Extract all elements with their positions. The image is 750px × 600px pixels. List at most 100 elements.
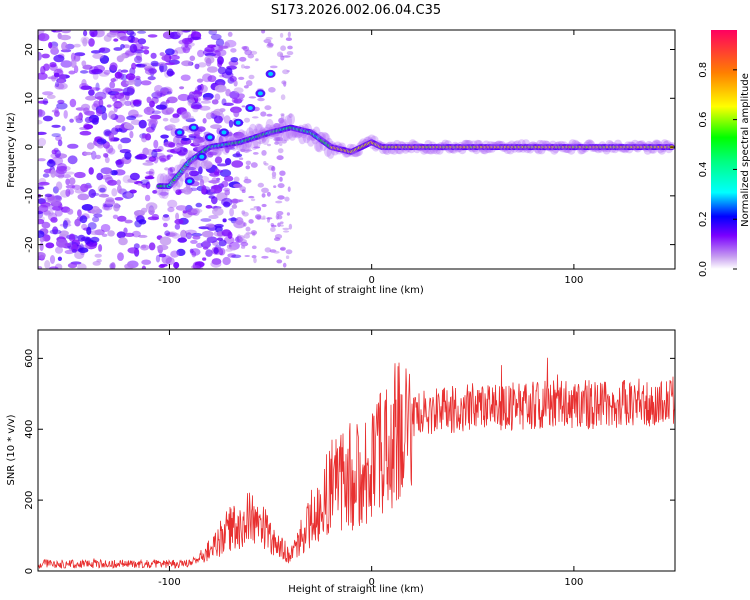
noise-blob (44, 193, 53, 198)
noise-blob (74, 250, 85, 260)
noise-blob (276, 51, 284, 58)
noise-blob (218, 239, 227, 247)
y-tick-label: 200 (24, 491, 35, 510)
noise-blob (41, 53, 50, 59)
noise-blob (191, 232, 203, 237)
noise-blob (61, 41, 68, 51)
noise-blob (167, 167, 173, 176)
noise-blob (141, 265, 147, 269)
noise-blob (257, 97, 265, 102)
noise-blob (227, 31, 233, 37)
noise-blob (202, 97, 212, 101)
noise-blob (150, 60, 159, 67)
noise-blob (60, 60, 73, 68)
noise-blob (129, 172, 140, 181)
noise-blob (93, 65, 105, 73)
noise-blob (240, 241, 249, 247)
noise-blob (277, 148, 284, 154)
noise-blob (273, 123, 281, 128)
noise-blob (158, 155, 170, 162)
snr-frame (37, 329, 676, 572)
noise-blob (77, 263, 87, 269)
noise-blob (253, 146, 261, 149)
noise-blob (114, 125, 123, 129)
noise-blob (282, 227, 290, 231)
ridge-halo (306, 134, 315, 147)
noise-blob (280, 45, 286, 51)
noise-blob (285, 37, 292, 41)
noise-blob (113, 202, 120, 212)
noise-blob (201, 230, 214, 238)
noise-blob (68, 70, 76, 75)
noise-blob (231, 97, 239, 104)
noise-blob (106, 32, 117, 38)
noise-blob (38, 51, 42, 61)
noise-blob (96, 96, 104, 100)
noise-blob (121, 69, 129, 73)
noise-blob (229, 246, 238, 251)
noise-blob (196, 126, 206, 132)
noise-blob (288, 223, 293, 230)
noise-blob (152, 190, 158, 194)
noise-blob (92, 261, 101, 266)
noise-blob (43, 63, 50, 71)
arm-core (268, 71, 274, 76)
noise-blob (182, 186, 193, 195)
noise-blob (257, 182, 264, 188)
noise-blob (100, 224, 111, 232)
noise-blob (100, 174, 113, 180)
ridge-halo (241, 140, 250, 153)
noise-blob (78, 247, 89, 253)
noise-blob (261, 255, 269, 259)
spectrogram-marks (38, 30, 675, 269)
noise-blob (253, 257, 257, 264)
noise-blob (65, 188, 71, 197)
noise-blob (276, 137, 284, 142)
noise-blob (238, 235, 245, 241)
noise-blob (165, 99, 170, 104)
noise-blob (62, 220, 68, 229)
noise-blob (179, 86, 185, 90)
noise-blob (140, 46, 150, 50)
noise-blob (286, 51, 294, 56)
noise-blob (79, 243, 84, 252)
noise-blob (205, 112, 213, 120)
noise-blob (91, 150, 97, 160)
noise-blob (270, 227, 276, 232)
noise-blob (177, 237, 187, 243)
noise-blob (159, 191, 169, 196)
noise-blob (233, 109, 240, 118)
arm-core (207, 135, 213, 140)
noise-blob (49, 229, 62, 235)
noise-blob (148, 68, 158, 74)
noise-blob (177, 93, 190, 102)
noise-blob (241, 64, 245, 69)
noise-blob (83, 185, 93, 189)
noise-blob (103, 69, 111, 75)
noise-blob (116, 231, 126, 239)
noise-blob (111, 188, 118, 197)
noise-blob (87, 118, 93, 122)
noise-blob (137, 182, 143, 186)
noise-blob (107, 230, 115, 237)
ridge-halo (156, 173, 165, 186)
noise-blob (214, 223, 224, 228)
noise-blob (167, 91, 173, 95)
noise-blob (126, 192, 133, 199)
noise-blob (175, 205, 187, 211)
noise-blob (202, 118, 207, 124)
noise-blob (247, 53, 255, 59)
noise-blob (233, 220, 246, 229)
noise-blob (200, 160, 213, 170)
noise-blob (176, 142, 184, 148)
noise-blob (253, 206, 260, 209)
arm-core (235, 120, 241, 125)
noise-blob (82, 37, 88, 47)
noise-blob (69, 98, 77, 108)
noise-blob (231, 160, 244, 168)
noise-blob (150, 52, 157, 59)
noise-blob (277, 183, 285, 189)
noise-blob (50, 169, 56, 178)
noise-blob (110, 78, 117, 83)
